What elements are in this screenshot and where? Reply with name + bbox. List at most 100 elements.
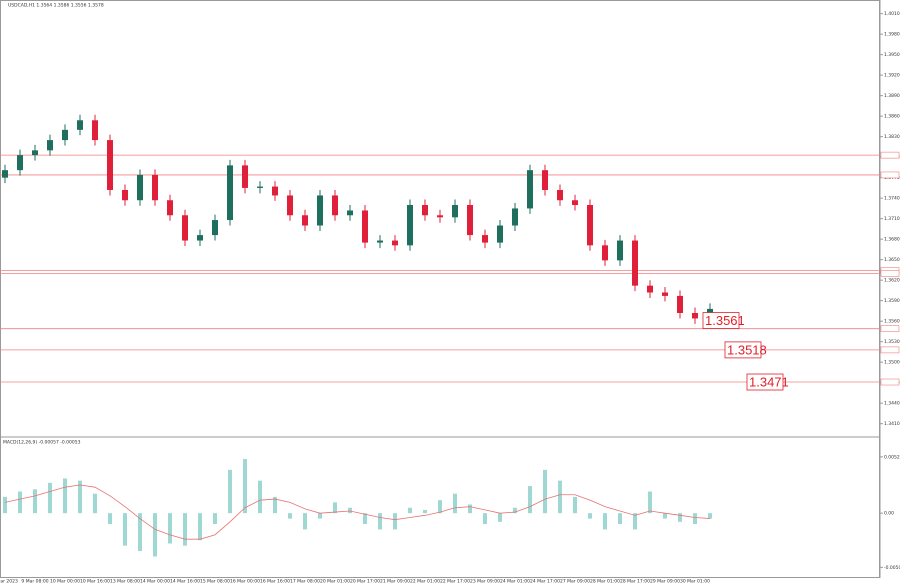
macd-bar [3,496,7,514]
level-tag [880,171,900,179]
y-tick-label: 1.3890 [884,93,900,99]
candle-body [392,240,398,246]
x-tick-label: 20 Mar 01:00 [320,579,350,585]
candle-body [317,195,323,226]
macd-bar [678,513,682,522]
candle-body [692,312,698,319]
candle-body [302,215,308,226]
candle-body [227,165,233,221]
x-tick-label: 24 Mar 17:00 [530,579,560,585]
candle-body [662,292,668,296]
candle-body [92,120,98,141]
x-tick-label: 10 Mar 00:00 [50,579,80,585]
y-tick-label: 1.3830 [884,134,900,140]
candle-body [62,129,68,141]
macd-bar [513,507,517,514]
candle-body [137,174,143,201]
x-tick-label: 23 Mar 09:00 [470,579,500,585]
candle-body [17,155,23,171]
candle-body [512,208,518,226]
macd-bar [108,513,112,524]
x-tick-label: 16 Mar 16:00 [260,579,290,585]
price-label: 1.3518 [727,342,767,357]
x-tick-label: 14 Mar 16:00 [170,579,200,585]
candle-body [647,285,653,293]
macd-bar [258,480,262,514]
candle-body [167,200,173,216]
x-tick-label: 8 Mar 2023 [0,579,18,585]
macd-bar [423,509,427,514]
macd-bar [468,504,472,514]
candle-body [272,186,278,196]
macd-bar [48,482,52,514]
macd-bar [348,507,352,514]
macd-bar [408,507,412,514]
x-tick-label: 24 Mar 01:00 [500,579,530,585]
macd-bar [228,469,232,514]
y-tick-label: 1.3650 [884,257,900,263]
macd-bar [93,493,97,514]
macd-bar [198,513,202,541]
macd-bar [588,513,592,519]
y-tick-label: 1.3410 [884,421,900,427]
price-label: 1.3471 [749,374,789,389]
x-tick-label: 22 Mar 01:00 [410,579,440,585]
y-tick-label: 1.3860 [884,114,900,120]
y-tick-label: -0.0050 [884,565,900,571]
x-tick-label: 30 Mar 01:00 [680,579,710,585]
candle-body [2,170,8,178]
candle-body [122,189,128,201]
y-tick-label: 1.3980 [884,32,900,38]
y-tick-label: 0.0052 [884,454,900,460]
macd-bar [243,459,247,514]
macd-bar [333,502,337,514]
macd-bar [498,513,502,522]
macd-bar [693,513,697,524]
candle-body [602,245,608,261]
x-tick-label: 27 Mar 09:00 [560,579,590,585]
macd-bar [183,513,187,546]
y-tick-label: 1.4010 [884,11,900,17]
x-tick-label: 10 Mar 16:00 [80,579,110,585]
candle-body [287,195,293,216]
candle-body [197,235,203,241]
candle-body [32,150,38,156]
macd-bar [378,513,382,530]
candle-body [47,140,53,151]
candle-body [422,205,428,216]
x-tick-label: 22 Mar 17:00 [440,579,470,585]
y-tick-label: 1.3680 [884,237,900,243]
chart-title: USDCAD,H1 1.3564 1.3586 1.3556 1.3578 [8,3,104,9]
macd-bar [78,480,82,514]
macd-bar [543,469,547,514]
candle-body [347,210,353,216]
candle-body [77,120,83,130]
price-label-box [746,373,784,391]
price-label: 1.3561 [705,313,745,328]
x-tick-label: 28 Mar 17:00 [620,579,650,585]
macd-bar [573,496,577,514]
candle-body [557,189,563,201]
x-tick-label: 20 Mar 17:00 [350,579,380,585]
macd-bar [528,486,532,514]
macd-bar [663,513,667,519]
candle-body [182,215,188,241]
candle-body [467,205,473,236]
x-tick-label: 14 Mar 00:00 [140,579,170,585]
candle-body [362,210,368,243]
candle-body [152,174,158,201]
x-tick-label: 13 Mar 08:00 [110,579,140,585]
candle-body [107,140,113,190]
y-tick-label: 1.3560 [884,319,900,325]
macd-bar [318,513,322,519]
candle-body [587,205,593,246]
level-tag [880,270,900,277]
y-tick-label: 1.3620 [884,278,900,284]
y-tick-label: 1.3950 [884,52,900,58]
macd-bar [273,496,277,514]
y-tick-label: 1.3920 [884,73,900,79]
level-tag [880,325,900,333]
y-tick-label: 1.3710 [884,216,900,222]
macd-bar [288,513,292,519]
